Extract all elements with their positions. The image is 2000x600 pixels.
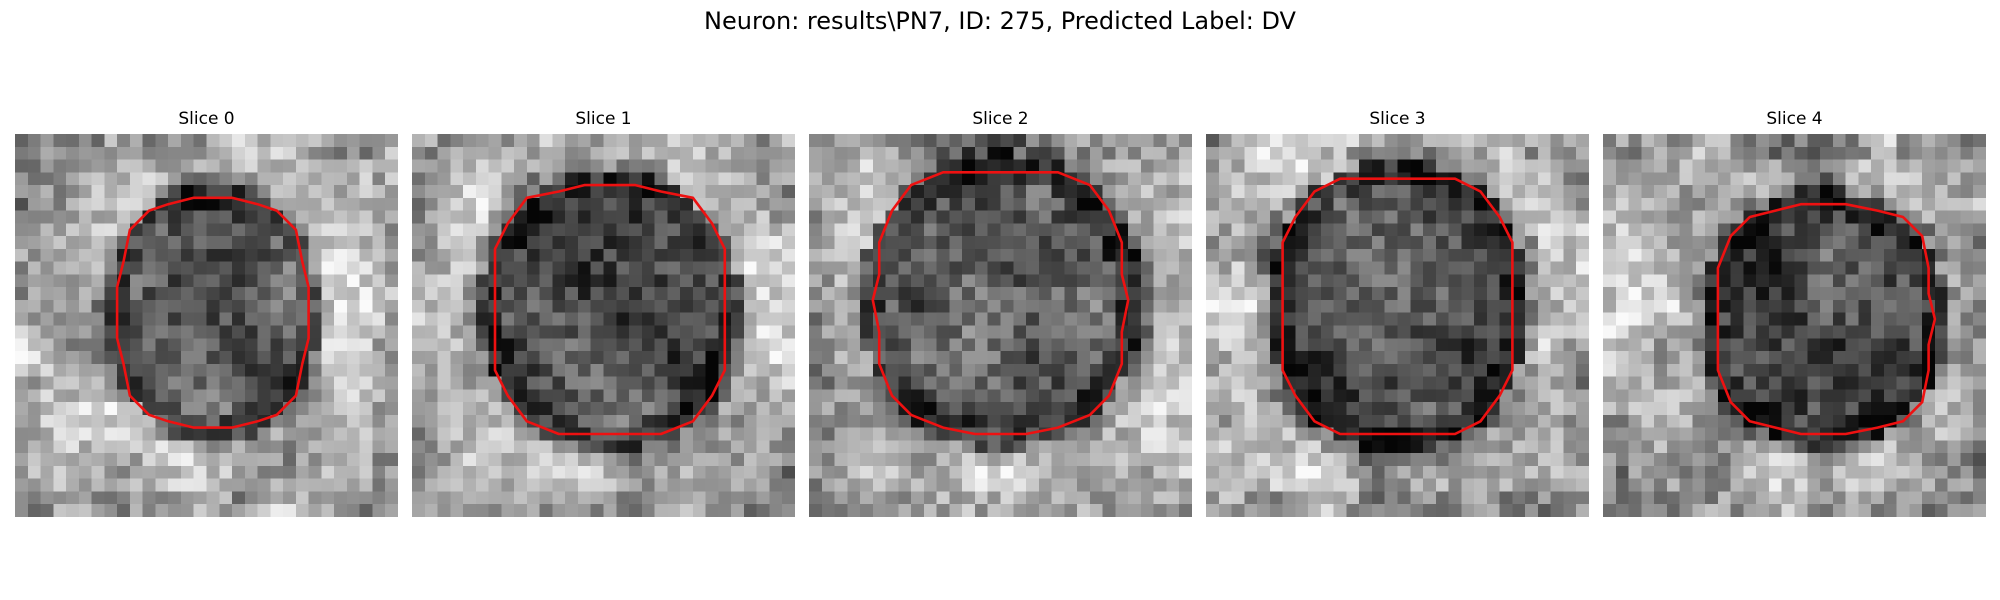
slice-title-2: Slice 2 bbox=[972, 109, 1029, 129]
slice-title-3: Slice 3 bbox=[1369, 109, 1426, 129]
cell-contour-outline bbox=[871, 170, 1130, 436]
microscopy-patch-image bbox=[1206, 134, 1589, 517]
slice-panel-4: Slice 4 bbox=[1603, 109, 1986, 517]
pixel-grid bbox=[809, 134, 1192, 517]
microscopy-patch-image bbox=[412, 134, 795, 517]
slice-image-0 bbox=[15, 134, 398, 517]
cell-contour-outline bbox=[1281, 177, 1514, 436]
slice-panel-3: Slice 3 bbox=[1206, 109, 1589, 517]
cell-contour-outline bbox=[1716, 202, 1937, 436]
slice-image-3 bbox=[1206, 134, 1589, 517]
microscopy-patch-image bbox=[809, 134, 1192, 517]
cell-contour-outline bbox=[115, 196, 310, 429]
microscopy-patch-image bbox=[1603, 134, 1986, 517]
pixel-grid bbox=[1206, 134, 1589, 517]
pixel-grid bbox=[15, 134, 398, 517]
slice-panel-1: Slice 1 bbox=[412, 109, 795, 517]
pixel-grid bbox=[1603, 134, 1986, 517]
figure-title: Neuron: results\PN7, ID: 275, Predicted … bbox=[704, 7, 1296, 35]
slice-title-4: Slice 4 bbox=[1766, 109, 1823, 129]
slice-title-1: Slice 1 bbox=[575, 109, 632, 129]
cell-contour-outline bbox=[493, 183, 727, 436]
slice-image-4 bbox=[1603, 134, 1986, 517]
slice-title-0: Slice 0 bbox=[178, 109, 235, 129]
slice-image-2 bbox=[809, 134, 1192, 517]
slice-image-1 bbox=[412, 134, 795, 517]
microscopy-patch-image bbox=[15, 134, 398, 517]
slice-panel-2: Slice 2 bbox=[809, 109, 1192, 517]
slice-panel-0: Slice 0 bbox=[15, 109, 398, 517]
pixel-grid bbox=[412, 134, 795, 517]
